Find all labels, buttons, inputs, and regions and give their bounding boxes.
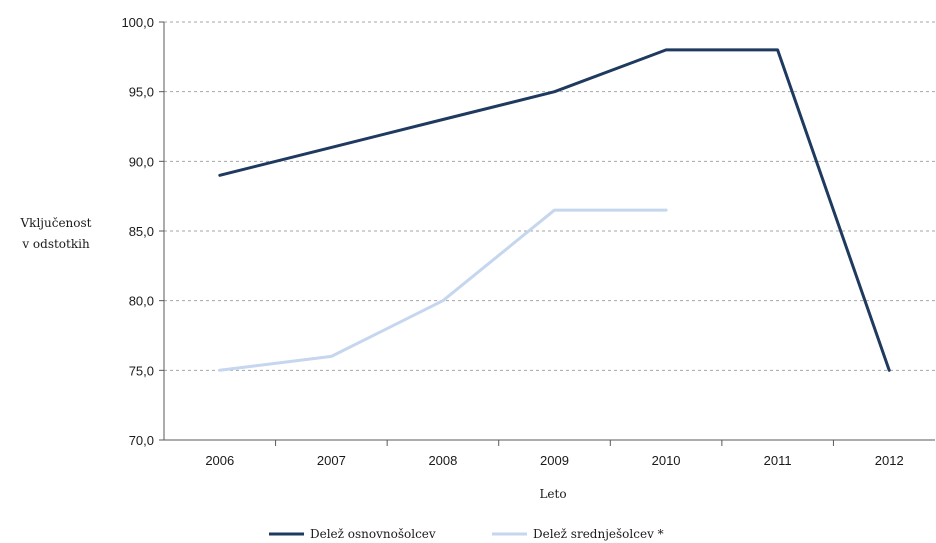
- y-tick-label: 75,0: [129, 363, 154, 378]
- legend-label-osnovnosolcev: Delež osnovnošolcev: [310, 527, 436, 541]
- y-tick-label: 100,0: [121, 15, 154, 30]
- y-tick-label: 85,0: [129, 224, 154, 239]
- axes: [163, 22, 935, 446]
- y-tick-label: 90,0: [129, 154, 154, 169]
- x-axis-title: Leto: [539, 487, 566, 501]
- x-tick-label: 2007: [317, 453, 346, 468]
- y-axis-title-line-2: v odstotkih: [21, 237, 90, 251]
- x-tick-label: 2012: [875, 453, 904, 468]
- series-line-1: [218, 48, 891, 372]
- series-lines: [218, 48, 891, 372]
- x-tick-label: 2010: [652, 453, 681, 468]
- x-tick-label: 2009: [540, 453, 569, 468]
- y-tick-label: 95,0: [129, 85, 154, 100]
- legend-label-srednjesolcev: Delež srednješolcev *: [533, 527, 664, 541]
- series-line-2: [218, 208, 668, 372]
- x-tick-labels: 2006 2007 2008 2009 2010 2011 2012: [205, 453, 903, 468]
- y-tick-label: 80,0: [129, 294, 154, 309]
- grid-lines: [159, 21, 935, 441]
- y-tick-labels: 100,0 95,0 90,0 85,0 80,0 75,0 70,0: [121, 15, 154, 448]
- y-axis-title-line-1: Vključenost: [20, 216, 92, 230]
- x-tick-label: 2008: [428, 453, 457, 468]
- legend: Delež osnovnošolcev Delež srednješolcev …: [269, 527, 664, 541]
- x-tick-label: 2006: [205, 453, 234, 468]
- x-tick-label: 2011: [764, 453, 792, 468]
- y-tick-label: 70,0: [129, 433, 154, 448]
